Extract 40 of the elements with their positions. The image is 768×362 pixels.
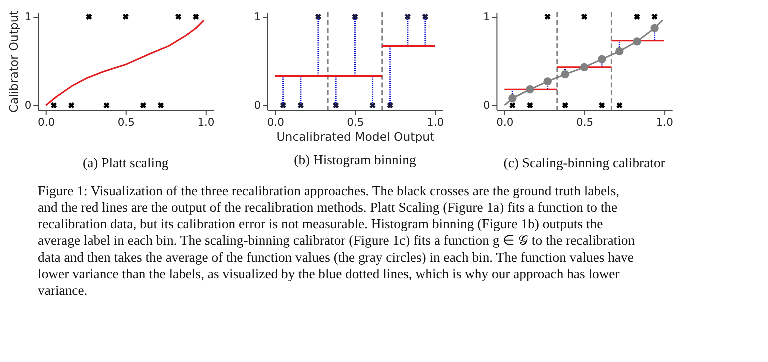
point bbox=[598, 55, 606, 64]
point bbox=[581, 14, 588, 20]
x-tick-label: 1.0 bbox=[427, 116, 444, 130]
caption: Figure 1: Visualization of the three recalibration approaches. The black crosses are the ground truth labels, and the red lines are the output of the recalibration methods. Platt Scaling (Figure 1a) fits a function to the recalibration data, but its calibration error is not measurable. Histogram binning (Figure 1b) outputs the average label in each bin. The scaling-binning calibrator (Figure 1c) fits a function g ∈ 𝒢 to the recalibration data and then takes the average of the function values (the gray circles) in each bin. The function values have lower variance than the labels, as visualized by the blue dotted lines, which is why our approach has lower variance. bbox=[38, 183, 636, 298]
y-tick-label: 1 bbox=[484, 10, 490, 24]
point bbox=[526, 86, 534, 94]
point bbox=[650, 24, 659, 32]
point bbox=[616, 102, 623, 109]
text: (c) Scaling-binning calibrator bbox=[504, 156, 666, 171]
text: (b) Histogram binning bbox=[294, 152, 416, 168]
point bbox=[634, 14, 640, 20]
y-tick-label: 0 bbox=[24, 99, 32, 112]
x-tick-label: 0.5 bbox=[347, 116, 364, 130]
point bbox=[562, 102, 568, 109]
x-tick-label: 0.0 bbox=[38, 116, 56, 130]
point bbox=[633, 38, 642, 46]
x-tick-label: 0.5 bbox=[118, 116, 135, 130]
y-tick-label: 1 bbox=[24, 10, 32, 24]
point bbox=[561, 70, 570, 79]
x-tick-label: 0.0 bbox=[496, 116, 514, 130]
point bbox=[616, 47, 624, 56]
point bbox=[544, 78, 552, 86]
point bbox=[599, 102, 606, 109]
point bbox=[508, 94, 517, 103]
line-series bbox=[45, 20, 205, 106]
x-tick-label: 0.5 bbox=[576, 116, 594, 130]
x-axis-title: Uncalibrated Model Output bbox=[276, 130, 436, 144]
x-tick-label: 1.0 bbox=[656, 116, 674, 130]
point bbox=[527, 102, 534, 109]
text: (a) Platt scaling bbox=[83, 156, 169, 171]
y-axis-title: Calibrator Output bbox=[7, 10, 22, 113]
point bbox=[510, 102, 516, 109]
point bbox=[652, 14, 658, 20]
y-tick-label: 0 bbox=[484, 99, 491, 112]
y-tick-label: 1 bbox=[254, 10, 262, 24]
point bbox=[580, 63, 589, 72]
x-tick-label: 0.0 bbox=[267, 116, 285, 130]
y-tick-label: 0 bbox=[254, 99, 262, 112]
x-tick-label: 1.0 bbox=[198, 116, 215, 130]
point bbox=[544, 14, 551, 20]
